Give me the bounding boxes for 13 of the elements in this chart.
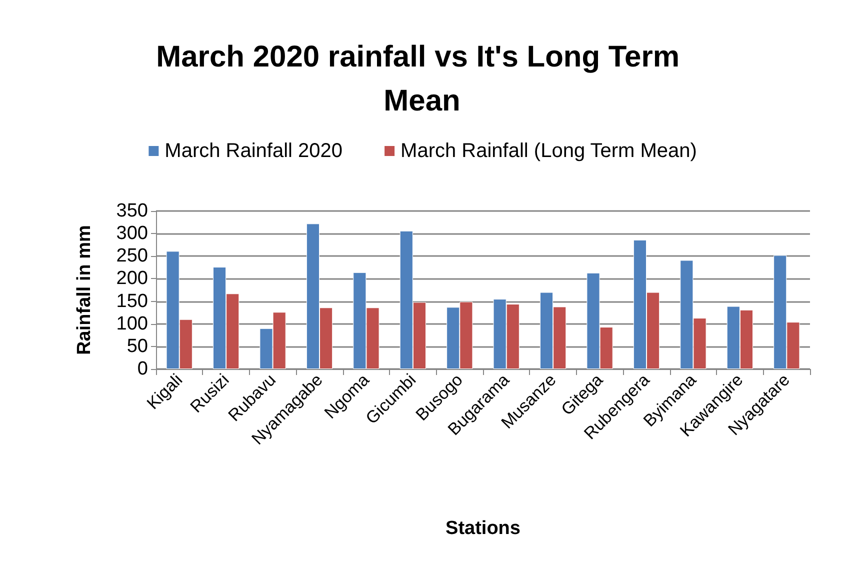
chart-title: March 2020 rainfall vs It's Long Term Mean <box>156 40 688 118</box>
y-axis-title: Rainfall in mm <box>74 225 95 355</box>
y-tick-label: 350 <box>116 200 148 222</box>
legend-label: March Rainfall 2020 <box>164 140 343 162</box>
y-tick-label: 0 <box>137 358 148 380</box>
y-tick-label: 200 <box>116 268 148 290</box>
y-tick-label: 150 <box>116 290 148 312</box>
y-tick-label: 250 <box>116 246 148 267</box>
legend-label: March Rainfall (Long Term Mean) <box>400 140 697 162</box>
y-tick-label: 100 <box>116 313 148 334</box>
y-tick-label: 50 <box>126 336 148 357</box>
y-tick-label: 300 <box>116 223 148 244</box>
x-axis-title: Stations <box>446 518 520 539</box>
